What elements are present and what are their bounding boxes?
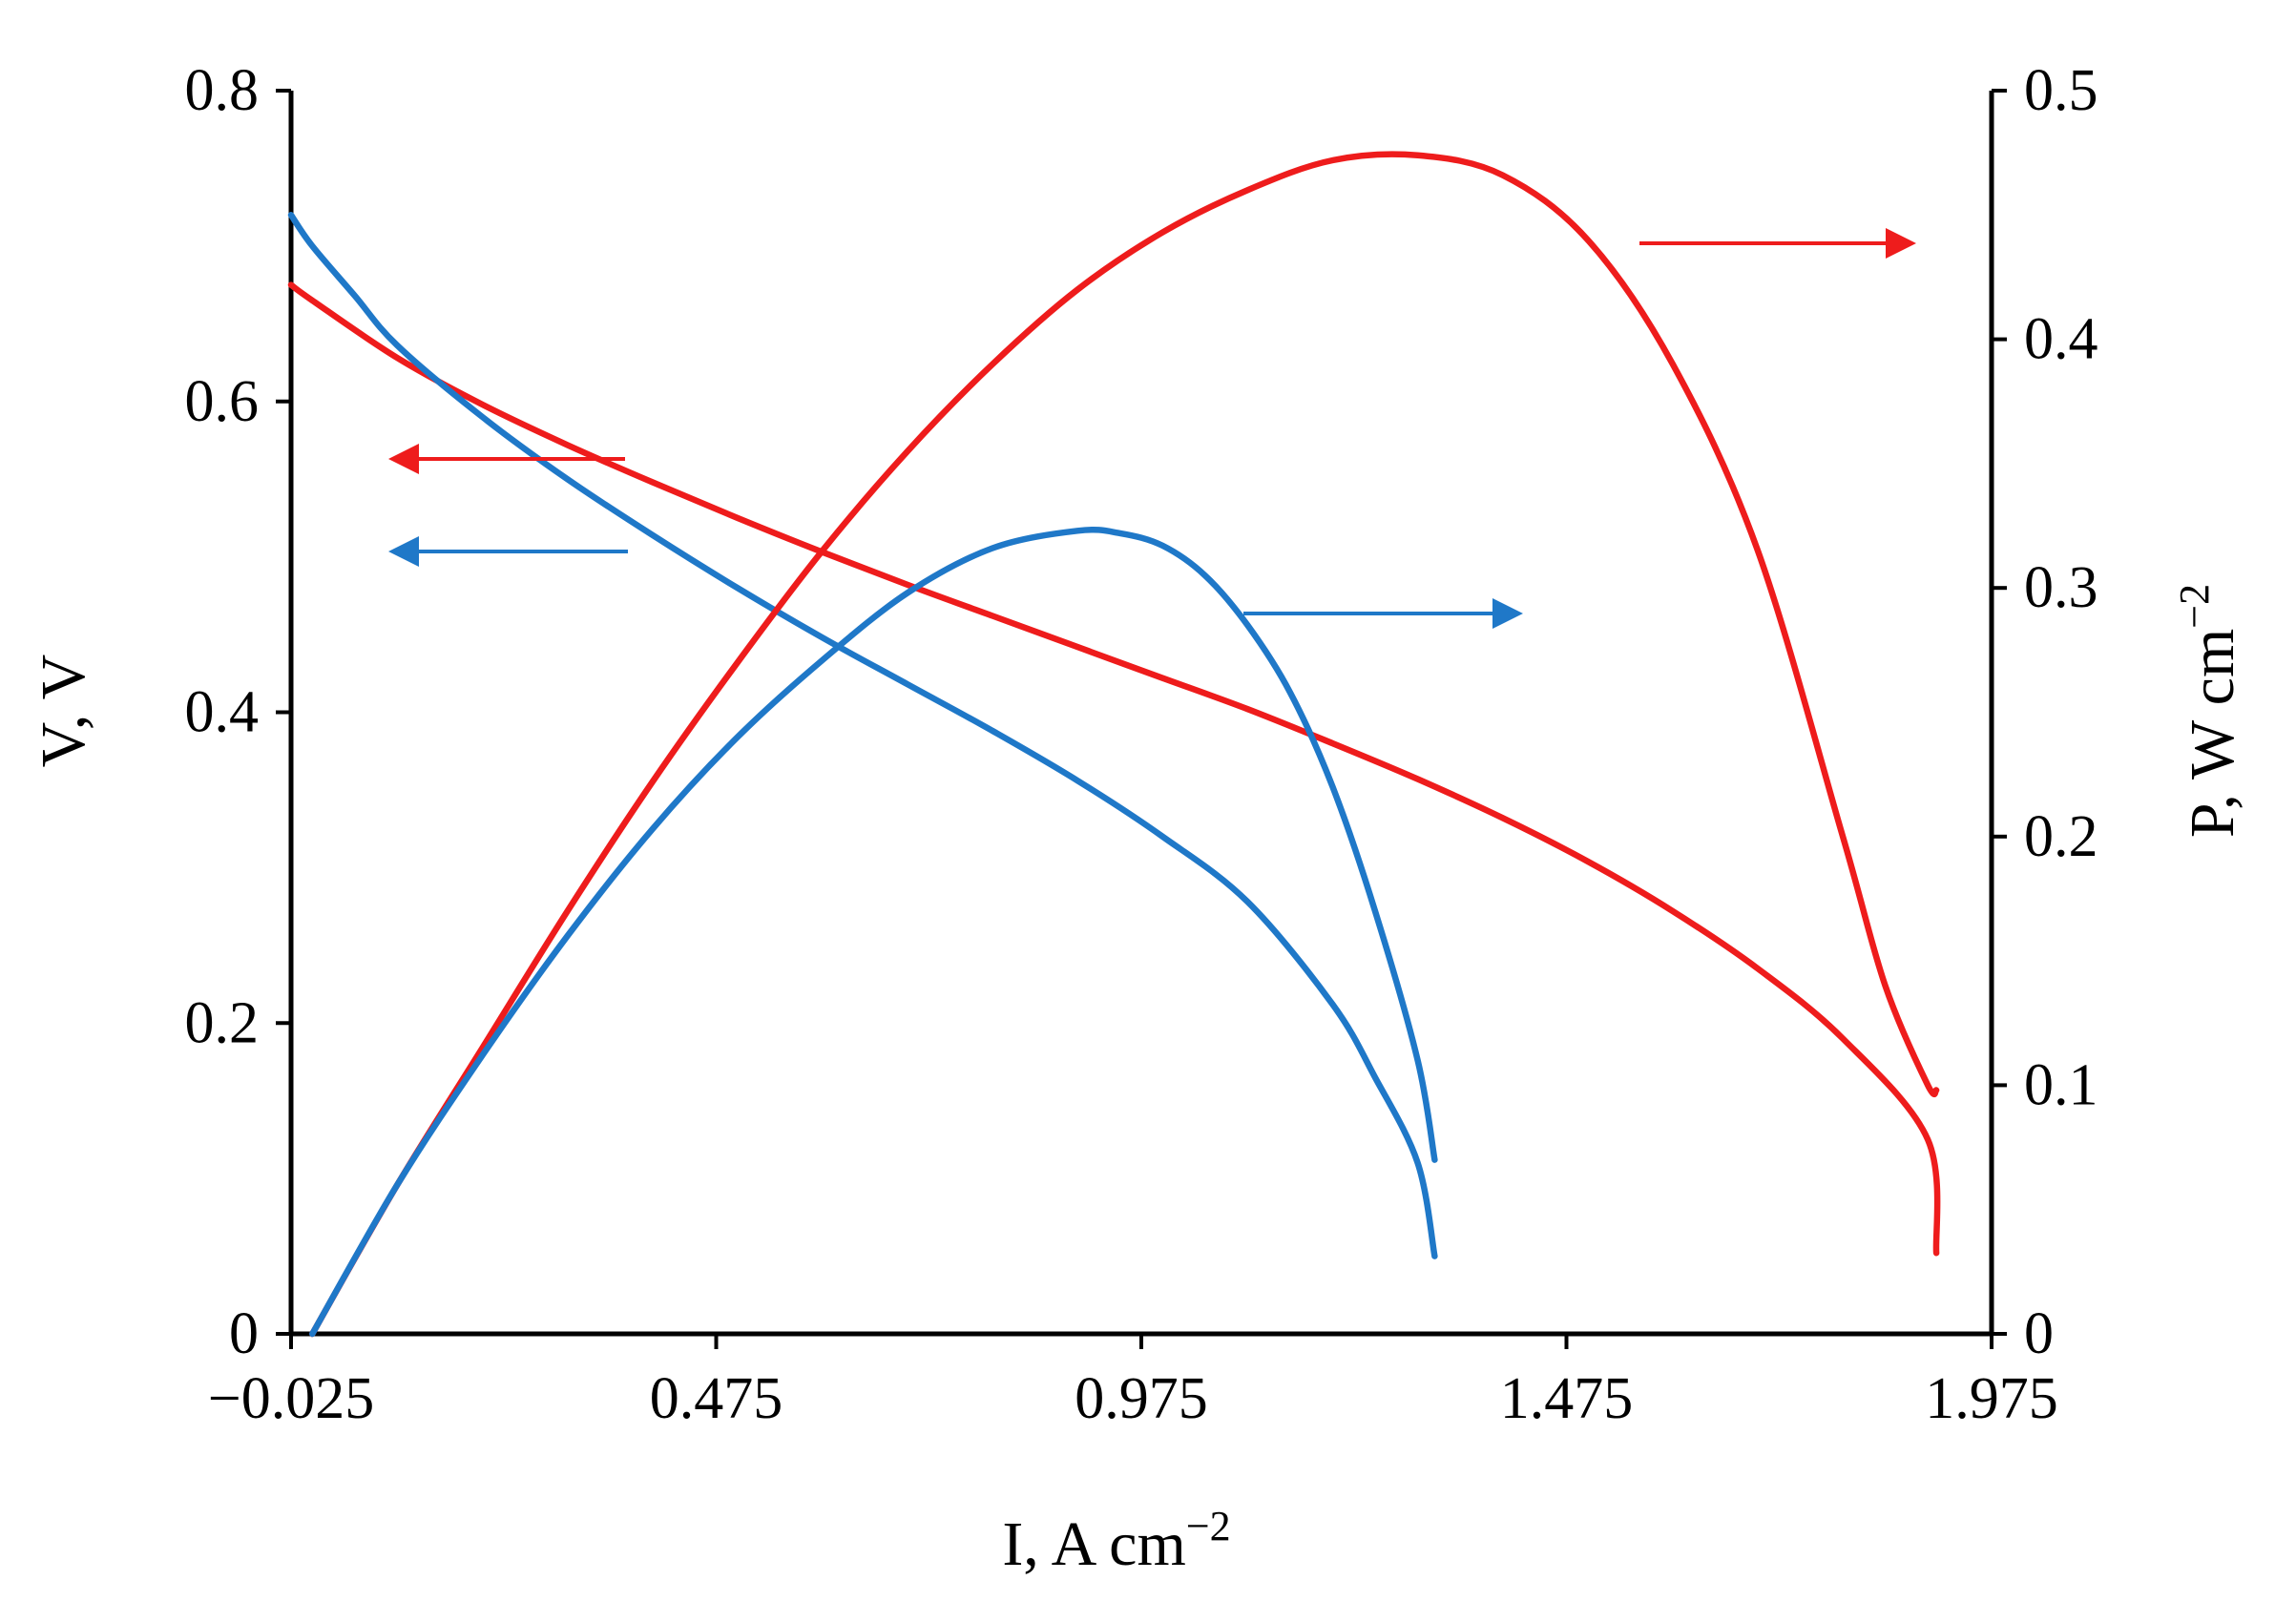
x-axis-title-main: I, A cm (1002, 1509, 1186, 1579)
y-tick-label-right: 0.2 (2024, 804, 2098, 869)
x-tick-label: 0.975 (1075, 1366, 1208, 1431)
series-blue-power (309, 526, 1438, 1338)
y-tick-label-left: 0 (229, 1301, 259, 1366)
y-axis-title-right: P, W cm−2 (2171, 584, 2247, 838)
y-tick-label-right: 0.3 (2024, 555, 2098, 620)
data-series (287, 151, 1941, 1338)
series-blue-voltage (287, 212, 1438, 1259)
x-tick-label: −0.025 (208, 1366, 374, 1431)
x-axis-title: I, A cm−2 (1002, 1503, 1230, 1579)
x-tick-label: 0.475 (650, 1366, 783, 1431)
y-tick-label-right: 0 (2024, 1301, 2054, 1366)
y-axis-title-right-exponent: −2 (2171, 584, 2218, 629)
y-tick-label-right: 0.4 (2024, 307, 2098, 372)
y-tick-label-right: 0.1 (2024, 1052, 2098, 1117)
y-tick-label-left: 0.6 (185, 369, 260, 434)
y-tick-label-left: 0.4 (185, 680, 260, 745)
series-red-voltage (287, 281, 1941, 1257)
y-axis-title-right-main: P, W cm (2178, 629, 2247, 838)
y-tick-label-left: 0.8 (185, 58, 260, 123)
x-axis-title-exponent: −2 (1186, 1503, 1231, 1549)
tick-marks (276, 89, 2007, 1349)
series-red-power (309, 151, 1940, 1338)
tick-labels: −0.025 0.475 0.975 1.475 1.97500.20.40.60.80… (185, 58, 2098, 1431)
y-axis-title-left: V, V (29, 655, 98, 768)
y-tick-label-right: 0.5 (2024, 58, 2098, 123)
x-tick-label: 1.975 (1925, 1366, 2058, 1431)
y-tick-label-left: 0.2 (185, 990, 260, 1055)
x-tick-label: 1.475 (1500, 1366, 1634, 1431)
